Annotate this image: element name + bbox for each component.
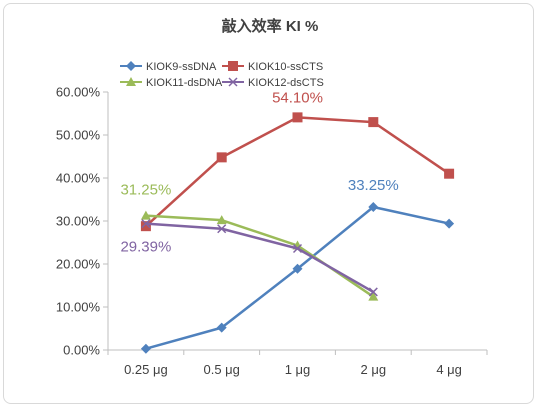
x-tick-label: 2 μg xyxy=(361,362,387,377)
y-tick-label: 60.00% xyxy=(56,85,101,100)
legend-label: KIOK12-dsCTS xyxy=(248,77,324,89)
series-kiok9-ssdna xyxy=(140,202,455,354)
data-point xyxy=(292,263,303,274)
legend-marker xyxy=(228,77,238,87)
y-tick-label: 0.00% xyxy=(63,343,100,358)
series-line xyxy=(145,222,374,294)
chart-frame xyxy=(3,3,534,404)
legend-item: KIOK9-ssDNA xyxy=(120,61,217,73)
series-kiok11-dsdna xyxy=(140,210,379,301)
legend: KIOK9-ssDNA KIOK10-ssCTS KIOK11-dsDNA KIOK1… xyxy=(120,61,324,89)
series-line xyxy=(145,205,450,350)
legend-item: KIOK11-dsDNA xyxy=(120,77,223,89)
data-label: 29.39% xyxy=(120,239,171,256)
legend-marker xyxy=(126,77,136,86)
series-kiok10-sscts xyxy=(140,112,455,232)
axes: 0.00% 10.00% 20.00% 30.00% 40.00% 50.00% 60.00… xyxy=(56,85,488,377)
data-point xyxy=(444,218,455,229)
series-kiok12-dscts xyxy=(141,219,378,297)
data-point xyxy=(140,343,151,354)
data-point xyxy=(368,287,378,297)
data-point xyxy=(292,112,303,123)
y-tick-label: 50.00% xyxy=(56,128,101,143)
legend-label: KIOK11-dsDNA xyxy=(146,77,223,89)
data-point xyxy=(444,168,455,179)
legend-marker xyxy=(126,61,136,71)
series-line xyxy=(145,214,374,298)
legend-label: KIOK10-ssCTS xyxy=(248,61,323,73)
data-point xyxy=(140,221,151,232)
data-point xyxy=(141,219,151,229)
data-label: 31.25% xyxy=(120,182,171,199)
legend-marker xyxy=(228,61,238,71)
data-point xyxy=(140,210,151,220)
data-point xyxy=(217,224,227,234)
data-point xyxy=(368,202,379,213)
y-tick-label: 40.00% xyxy=(56,171,101,186)
x-tick-label: 0.25 μg xyxy=(124,362,168,377)
x-tick-label: 1 μg xyxy=(285,362,311,377)
chart-title: 敲入效率 KI % xyxy=(222,17,319,35)
y-tick-label: 20.00% xyxy=(56,257,101,272)
legend-item: KIOK12-dsCTS xyxy=(222,77,324,89)
legend-item: KIOK10-ssCTS xyxy=(222,61,323,73)
series-group xyxy=(140,112,455,354)
data-point xyxy=(216,215,227,225)
legend-label: KIOK9-ssDNA xyxy=(146,61,217,73)
annotations: 54.10% 33.25% 31.25% 29.39% xyxy=(120,89,398,255)
data-point xyxy=(368,291,379,301)
series-line xyxy=(145,116,450,228)
data-label: 33.25% xyxy=(348,177,399,194)
y-tick-label: 30.00% xyxy=(56,214,101,229)
data-point xyxy=(368,117,379,128)
x-tick-label: 4 μg xyxy=(436,362,462,377)
data-point xyxy=(216,152,227,163)
data-point xyxy=(216,322,227,333)
data-label: 54.10% xyxy=(272,89,323,106)
y-tick-label: 10.00% xyxy=(56,300,101,315)
data-point xyxy=(292,243,303,254)
x-tick-label: 0.5 μg xyxy=(203,362,239,377)
